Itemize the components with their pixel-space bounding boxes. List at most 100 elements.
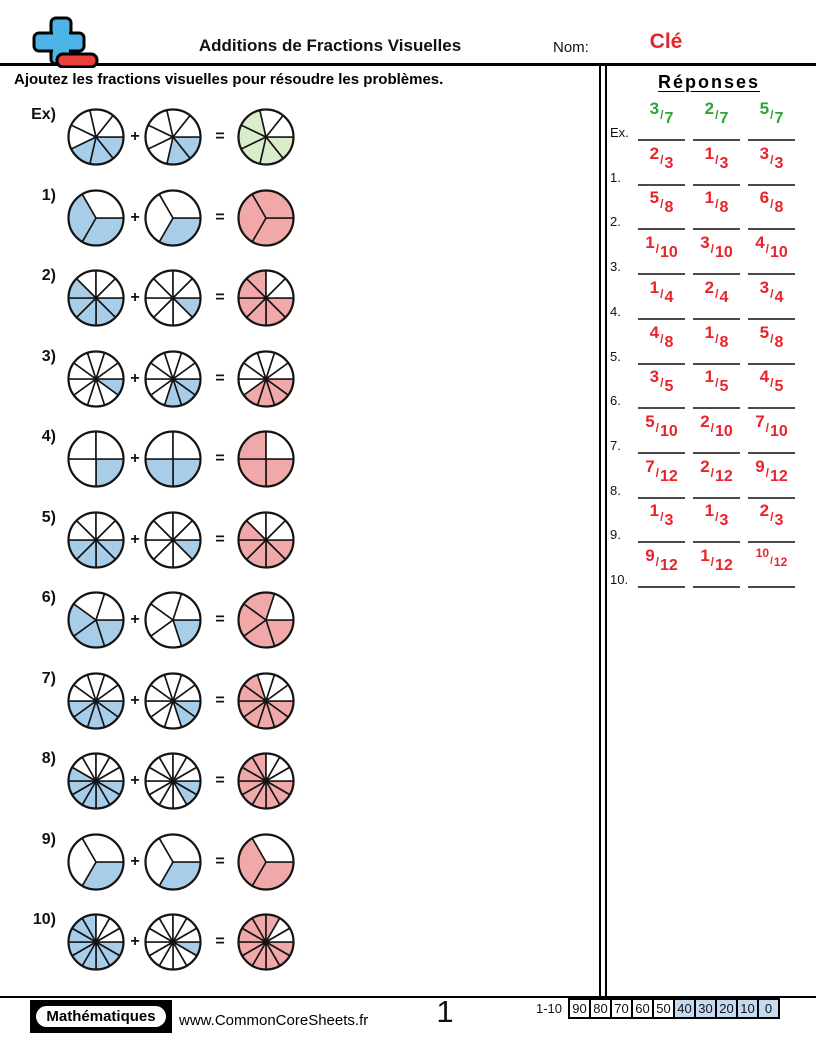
fraction-pie-addend-2 xyxy=(144,349,202,408)
problem-row: 4) + = xyxy=(0,428,600,490)
fraction-slash: / xyxy=(660,152,664,167)
fraction-pie-addend-1 xyxy=(67,832,125,891)
answer-blank: 1/3 xyxy=(693,144,740,186)
answer-numerator: 2 xyxy=(700,456,710,476)
answer-row-label: 5. xyxy=(610,348,621,364)
problem-row: 2) + = xyxy=(0,267,600,329)
answer-blank: 1/3 xyxy=(693,501,740,544)
fraction-slash: / xyxy=(770,331,774,346)
fraction-pie-addend-1 xyxy=(67,108,125,166)
answer-numerator: 3 xyxy=(759,143,770,163)
fraction-slash: / xyxy=(770,152,774,167)
equals-operator: = xyxy=(215,691,225,709)
equals-operator: = xyxy=(215,208,225,226)
answer-blank: 1/10 xyxy=(638,233,685,276)
equals-operator: = xyxy=(215,611,225,628)
answer-blank: 9/12 xyxy=(638,546,685,588)
answer-blank: 3/7 xyxy=(638,99,685,141)
answer-blank: 4/8 xyxy=(638,323,685,365)
plus-icon xyxy=(32,16,86,66)
answer-denominator: 3 xyxy=(774,512,784,530)
answer-denominator: 12 xyxy=(660,467,678,485)
plus-operator: + xyxy=(130,933,140,950)
answer-blank: 5/10 xyxy=(638,412,685,454)
fraction-pie-sum xyxy=(237,430,295,488)
answer-blank: 4/10 xyxy=(748,233,795,276)
answer-blank: 3/4 xyxy=(748,278,795,320)
equals-operator: = xyxy=(215,933,225,950)
grade-cell: 10 xyxy=(736,998,759,1019)
fraction-slash: / xyxy=(655,555,659,569)
fraction-slash: / xyxy=(715,197,719,212)
answer-denominator: 8 xyxy=(719,333,729,351)
problem-label: 7) xyxy=(41,669,56,687)
answer-blank: 1/12 xyxy=(693,546,740,588)
answer-row: 8. 7/12 2/12 9/12 xyxy=(606,457,816,499)
plus-operator: + xyxy=(130,289,140,306)
brand-label: Mathématiques xyxy=(36,1006,166,1027)
fraction-slash: / xyxy=(660,286,664,301)
answer-blank: 2/12 xyxy=(693,457,740,499)
fraction-slash: / xyxy=(765,242,769,257)
answer-numerator: 4 xyxy=(755,233,765,253)
minus-icon xyxy=(55,52,99,68)
fraction-slash: / xyxy=(710,420,714,435)
fraction-pie-addend-2 xyxy=(144,188,202,247)
answer-row-label: 6. xyxy=(610,393,621,409)
answer-row: 10. 9/12 1/12 10/12 xyxy=(606,546,816,588)
plus-operator: + xyxy=(130,369,140,387)
answer-blank: 3/5 xyxy=(638,367,685,410)
equals-operator: = xyxy=(215,369,225,387)
answer-denominator: 10 xyxy=(660,422,678,440)
instruction-text: Ajoutez les fractions visuelles pour rés… xyxy=(14,71,444,88)
fraction-pie-addend-2 xyxy=(144,510,202,569)
equals-operator: = xyxy=(215,289,225,306)
equals-operator: = xyxy=(215,530,225,548)
plus-operator: + xyxy=(130,450,140,467)
commoncoresheets-logo xyxy=(32,16,99,68)
fraction-slash: / xyxy=(660,197,664,212)
answer-denominator: 5 xyxy=(664,378,674,396)
answer-denominator: 7 xyxy=(664,110,674,127)
fraction-pie-addend-1 xyxy=(67,671,125,730)
fraction-pie-addend-2 xyxy=(144,671,202,730)
answer-denominator: 3 xyxy=(719,154,729,172)
answer-numerator: 1 xyxy=(700,546,710,565)
fraction-slash: / xyxy=(660,331,664,346)
answer-row: 1. 2/3 1/3 3/3 xyxy=(606,144,816,186)
answer-row: 6. 3/5 1/5 4/5 xyxy=(606,367,816,410)
answer-denominator: 3 xyxy=(664,154,674,172)
answer-blank: 1/5 xyxy=(693,367,740,410)
fraction-slash: / xyxy=(710,465,714,480)
problem-label: 2) xyxy=(41,267,56,284)
fraction-slash: / xyxy=(765,420,769,435)
grade-cell: 70 xyxy=(610,998,633,1019)
answer-denominator: 12 xyxy=(660,557,678,574)
answer-denominator: 12 xyxy=(715,467,733,485)
answers-title: Réponses xyxy=(657,72,761,92)
equals-operator: = xyxy=(215,450,225,467)
answer-row: Ex. 3/7 2/7 5/7 xyxy=(606,99,816,141)
grade-cell: 20 xyxy=(715,998,738,1019)
fraction-pie-sum xyxy=(237,108,295,166)
answer-blank: 5/8 xyxy=(638,188,685,231)
answer-denominator: 12 xyxy=(773,555,788,569)
answer-numerator: 5 xyxy=(645,411,655,431)
answer-numerator: 2 xyxy=(700,411,710,431)
problem-row: 1) + = xyxy=(0,187,600,249)
fraction-slash: / xyxy=(715,152,719,167)
fraction-pie-addend-1 xyxy=(67,591,125,649)
fraction-pie-sum xyxy=(237,832,295,891)
answer-denominator: 3 xyxy=(774,154,784,172)
answer-denominator: 10 xyxy=(770,422,788,440)
grade-scale-label: 1-10 xyxy=(535,1001,562,1016)
fraction-pie-sum xyxy=(237,269,295,327)
fraction-pie-addend-2 xyxy=(144,591,202,649)
answer-row-label: 2. xyxy=(610,214,621,230)
fraction-slash: / xyxy=(715,376,719,391)
answer-numerator: 2 xyxy=(704,277,715,297)
answer-blank: 1/8 xyxy=(693,188,740,231)
fraction-slash: / xyxy=(765,465,769,480)
answer-numerator: 1 xyxy=(704,322,715,342)
